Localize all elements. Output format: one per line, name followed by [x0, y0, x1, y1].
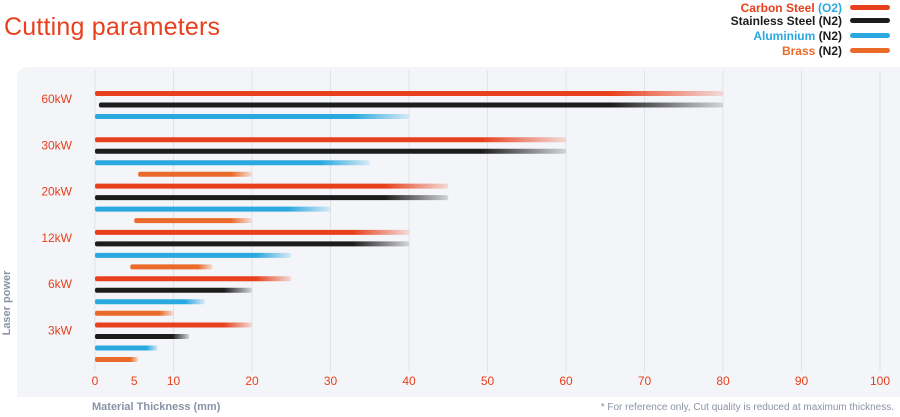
legend-label-gas: (O2): [818, 0, 842, 15]
x-tick-label: 10: [167, 374, 181, 388]
y-category-label: 60kW: [41, 92, 72, 106]
legend-label-gas: (N2): [818, 43, 842, 58]
legend-swatch: [850, 18, 890, 23]
y-axis-label: Laser power: [1, 270, 13, 336]
legend-swatch: [850, 33, 890, 38]
y-category-label: 3kW: [48, 324, 73, 338]
bar: [95, 114, 409, 119]
x-tick-label: 30: [324, 374, 338, 388]
bar: [95, 287, 252, 293]
legend-label-gas: (N2): [818, 28, 842, 43]
bar: [95, 310, 174, 316]
x-tick-label: 70: [638, 374, 652, 388]
bar: [95, 241, 409, 247]
legend-label: Brass (N2): [782, 44, 842, 58]
x-tick-label: 100: [870, 374, 890, 388]
legend-label-main: Brass: [781, 43, 819, 58]
legend-label-main: Stainless Steel (N2): [730, 13, 842, 28]
x-tick-label: 50: [481, 374, 495, 388]
x-tick-label: 60: [559, 374, 573, 388]
y-category-label: 30kW: [41, 138, 72, 152]
bar: [95, 322, 252, 328]
x-tick-label: 90: [795, 374, 809, 388]
bar: [130, 264, 213, 270]
bar: [95, 195, 449, 201]
footnote: * For reference only, Cut quality is red…: [600, 402, 894, 413]
bar: [95, 137, 566, 143]
bar: [95, 183, 449, 189]
bar: [98, 102, 724, 108]
bar: [95, 229, 409, 235]
bar: [138, 171, 252, 177]
legend-label-main: Aluminium: [753, 28, 819, 43]
legend-item-carbon-steel: Carbon Steel (O2): [741, 0, 890, 15]
bar: [95, 206, 331, 212]
bar: [134, 218, 252, 224]
x-axis-label: Material Thickness (mm): [92, 401, 221, 413]
legend-label: Carbon Steel (O2): [741, 1, 842, 15]
y-category-label: 12kW: [41, 231, 72, 245]
legend-swatch: [850, 48, 890, 53]
bar: [95, 357, 139, 362]
bar: [95, 299, 205, 305]
x-tick-label: 80: [716, 374, 730, 388]
y-category-label: 6kW: [48, 277, 73, 291]
legend-label-main: Carbon Steel: [740, 0, 818, 15]
y-category-label: 20kW: [41, 185, 72, 199]
bar: [95, 345, 158, 351]
x-tick-label: 20: [245, 374, 259, 388]
bar: [95, 91, 723, 96]
bar: [95, 160, 370, 166]
page-title: Cutting parameters: [4, 13, 221, 41]
chart-legend: Carbon Steel (O2) Stainless Steel (N2) A…: [600, 0, 900, 60]
legend-swatch: [850, 5, 890, 10]
legend-label: Aluminium (N2): [753, 29, 842, 43]
bar: [95, 334, 190, 339]
bar: [95, 276, 292, 282]
bar: [95, 252, 292, 258]
x-tick-label: 5: [131, 374, 138, 388]
legend-item-brass: Brass (N2): [782, 43, 890, 58]
x-tick-label: 0: [92, 374, 99, 388]
legend-label: Stainless Steel (N2): [731, 14, 842, 28]
bar: [95, 148, 566, 154]
legend-item-aluminium: Aluminium (N2): [753, 28, 890, 43]
legend-item-stainless-steel: Stainless Steel (N2): [731, 13, 890, 28]
x-tick-label: 40: [402, 374, 416, 388]
